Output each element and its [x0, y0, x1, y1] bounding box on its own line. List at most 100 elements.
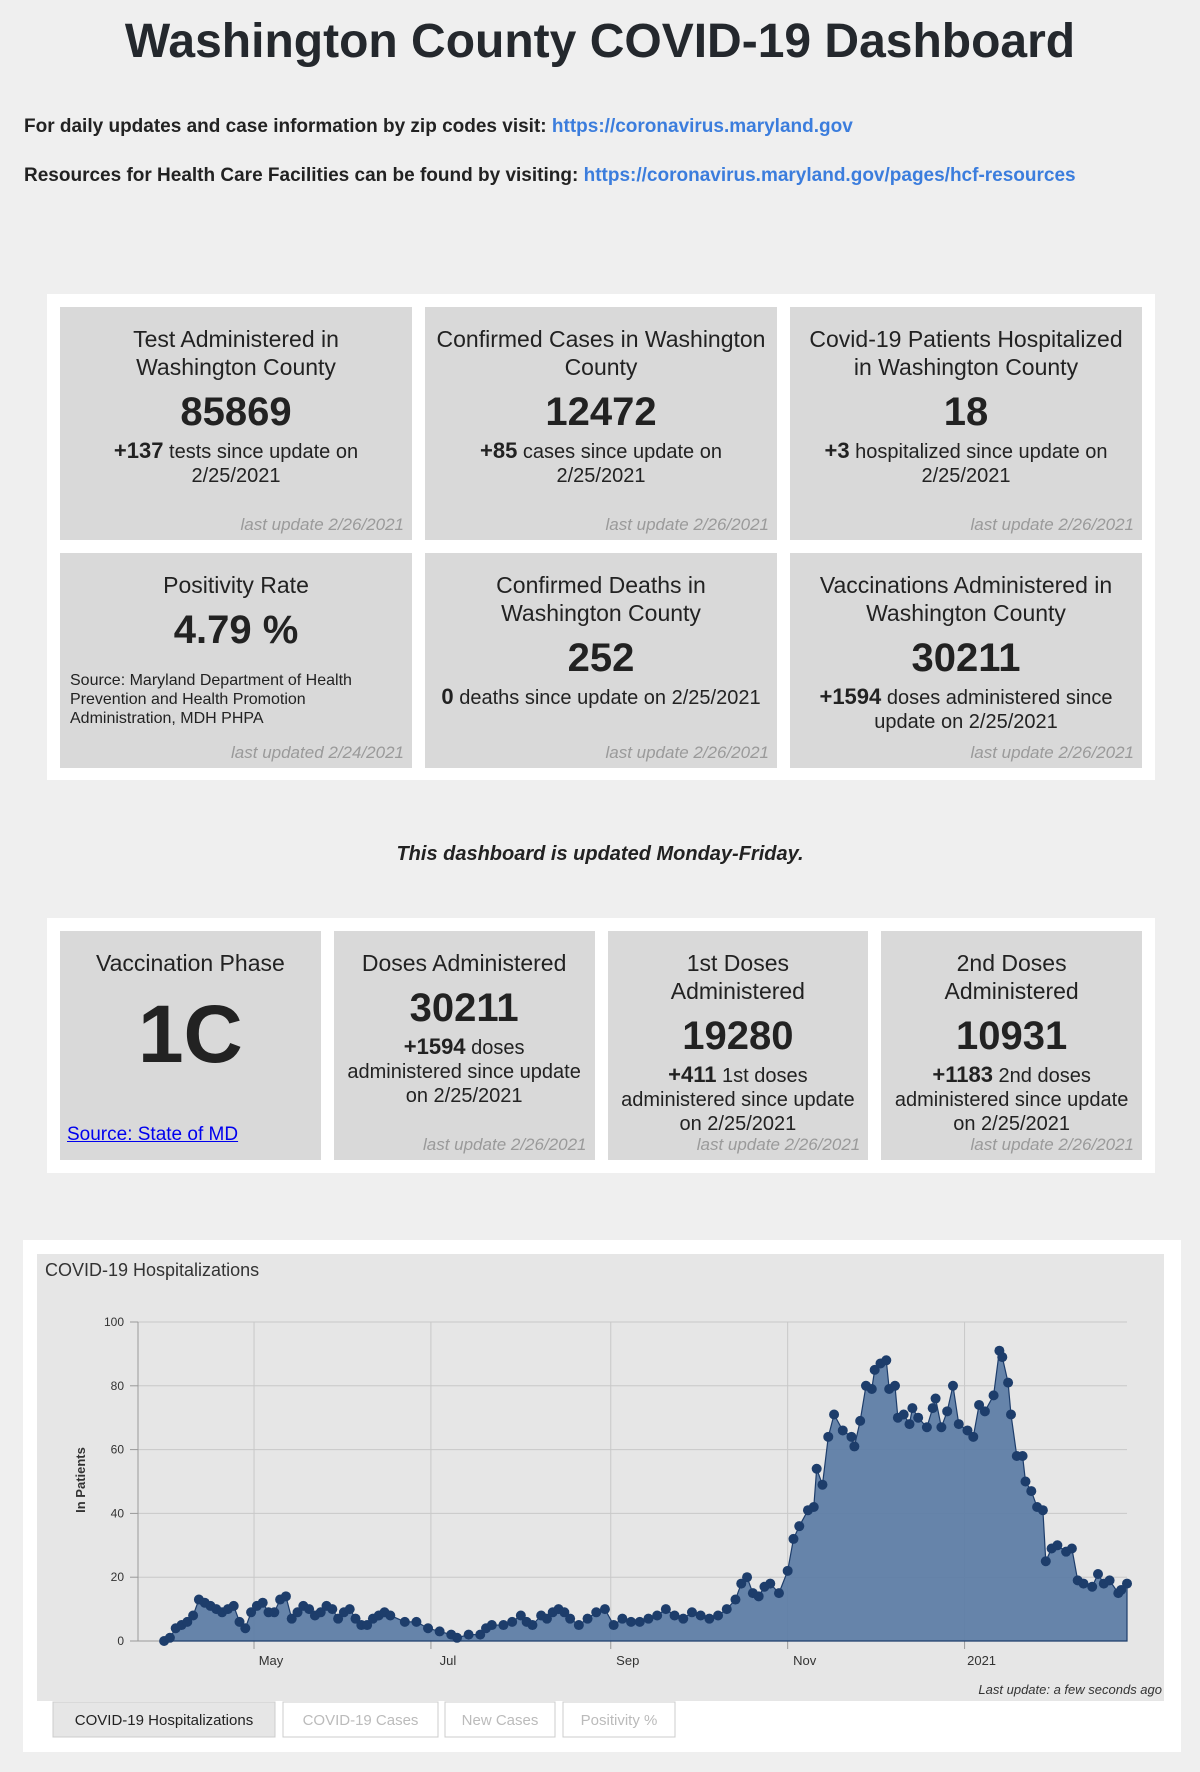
data-point	[837, 1425, 848, 1436]
data-point	[997, 1352, 1008, 1363]
chart-note: Last update: a few seconds ago	[978, 1682, 1162, 1697]
card-value: 18	[943, 390, 989, 434]
card-updated: last update 2/26/2021	[970, 515, 1134, 534]
data-point	[434, 1626, 445, 1637]
data-point	[753, 1591, 764, 1602]
change-number: +85	[480, 438, 518, 463]
data-point	[736, 1578, 747, 1589]
data-point	[1020, 1476, 1031, 1487]
card-change: +137 tests since update on 2/25/2021	[70, 439, 402, 488]
y-tick-label: 80	[111, 1379, 125, 1393]
stat-card: Covid-19 Patients Hospitalized in Washin…	[790, 307, 1142, 540]
data-point	[1026, 1486, 1037, 1497]
change-text: 2nd doses administered since update on 2…	[894, 1065, 1129, 1135]
card-updated: last update 2/26/2021	[970, 743, 1134, 762]
data-point	[979, 1406, 990, 1417]
tab[interactable]	[52, 1701, 276, 1738]
card-updated: last updated 2/24/2021	[231, 743, 404, 762]
data-point	[559, 1607, 570, 1618]
stat-card: Doses Administered 30211 +1594 doses admin…	[333, 931, 595, 1160]
data-point	[362, 1620, 373, 1631]
card-change: +85 cases since update on 2/25/2021	[435, 439, 767, 488]
data-point	[246, 1607, 257, 1618]
card-value: 1C	[137, 989, 243, 1080]
tab[interactable]	[282, 1701, 439, 1738]
card-updated: last update 2/26/2021	[422, 1135, 587, 1154]
data-point	[1052, 1540, 1063, 1551]
card-title: Confirmed Deaths in Washington County	[496, 572, 706, 626]
tab-label[interactable]: New Cases	[462, 1712, 539, 1729]
data-point	[846, 1431, 857, 1442]
chart: COVID-19 Hospitalizations In Patients La…	[37, 1254, 1164, 1738]
y-tick-label: 40	[111, 1506, 125, 1520]
card-title: Positivity Rate	[163, 572, 309, 598]
change-number: +411	[668, 1062, 717, 1087]
change-number: +137	[113, 438, 164, 463]
change-number: 0	[441, 684, 454, 709]
data-point	[1116, 1584, 1127, 1595]
data-point	[866, 1383, 877, 1394]
card-title: 1st Doses Administered	[670, 950, 805, 1004]
data-point	[974, 1399, 985, 1410]
source-link[interactable]: Source: State of MD	[67, 1124, 239, 1145]
card-value: 30211	[409, 986, 519, 1030]
data-point	[652, 1610, 663, 1621]
data-point	[788, 1533, 799, 1544]
tab[interactable]	[562, 1701, 676, 1738]
data-point	[962, 1425, 973, 1436]
data-point	[591, 1607, 602, 1618]
card-value: 4.79 %	[173, 608, 299, 652]
data-point	[280, 1591, 291, 1602]
data-point	[507, 1616, 518, 1627]
card-value: 252	[567, 636, 635, 680]
data-point	[742, 1572, 753, 1583]
info-link[interactable]: https://coronavirus.maryland.gov	[551, 116, 853, 137]
card-updated: last update 2/26/2021	[696, 1135, 861, 1154]
data-point	[849, 1441, 860, 1452]
tab[interactable]	[444, 1701, 556, 1738]
data-point	[350, 1613, 361, 1624]
data-point	[541, 1613, 552, 1624]
page-title: Washington County COVID-19 Dashboard	[124, 15, 1076, 68]
data-point	[486, 1620, 497, 1631]
card-change: +1594 doses administered since update on…	[800, 685, 1132, 734]
change-number: +3	[824, 438, 850, 463]
card-change: +1183 2nd doses administered since updat…	[891, 1063, 1132, 1136]
data-point	[608, 1620, 619, 1631]
change-text: doses administered since update on 2/25/…	[347, 1037, 581, 1107]
data-point	[869, 1364, 880, 1375]
data-point	[399, 1616, 410, 1627]
change-number: +1594	[403, 1034, 466, 1059]
stat-card: Test Administered in Washington County 85…	[60, 307, 412, 540]
data-point	[182, 1616, 193, 1627]
info-line: Resources for Health Care Facilities can…	[24, 160, 1174, 191]
data-point	[721, 1604, 732, 1615]
data-point	[921, 1422, 932, 1433]
tab-label[interactable]: COVID-19 Cases	[303, 1712, 419, 1729]
data-point	[936, 1422, 947, 1433]
tab-label[interactable]: Positivity %	[581, 1712, 658, 1729]
data-point	[829, 1409, 840, 1420]
card-change: +1594 doses administered since update on…	[344, 1035, 585, 1108]
data-point	[292, 1607, 303, 1618]
data-point	[304, 1604, 315, 1615]
change-text: cases since update on 2/25/2021	[522, 441, 722, 487]
card-title: 2nd Doses Administered	[944, 950, 1079, 1004]
x-tick-label: Jul	[440, 1653, 457, 1668]
data-point	[988, 1390, 999, 1401]
data-point	[927, 1403, 938, 1414]
data-point	[907, 1403, 918, 1414]
data-point	[704, 1613, 715, 1624]
info-link[interactable]: https://coronavirus.maryland.gov/pages/h…	[583, 165, 1076, 186]
card-updated: last update 2/26/2021	[605, 743, 769, 762]
data-point	[660, 1604, 671, 1615]
data-point	[794, 1521, 805, 1532]
tab-label[interactable]: COVID-19 Hospitalizations	[75, 1712, 253, 1729]
y-tick-label: 0	[117, 1634, 124, 1648]
chart-title: COVID-19 Hospitalizations	[45, 1260, 259, 1280]
card-source: Source: Maryland Department of Health Pr…	[70, 672, 352, 727]
data-point	[773, 1588, 784, 1599]
data-point	[617, 1613, 628, 1624]
data-point	[599, 1604, 610, 1615]
chart-box: COVID-19 Hospitalizations In Patients La…	[23, 1240, 1181, 1752]
